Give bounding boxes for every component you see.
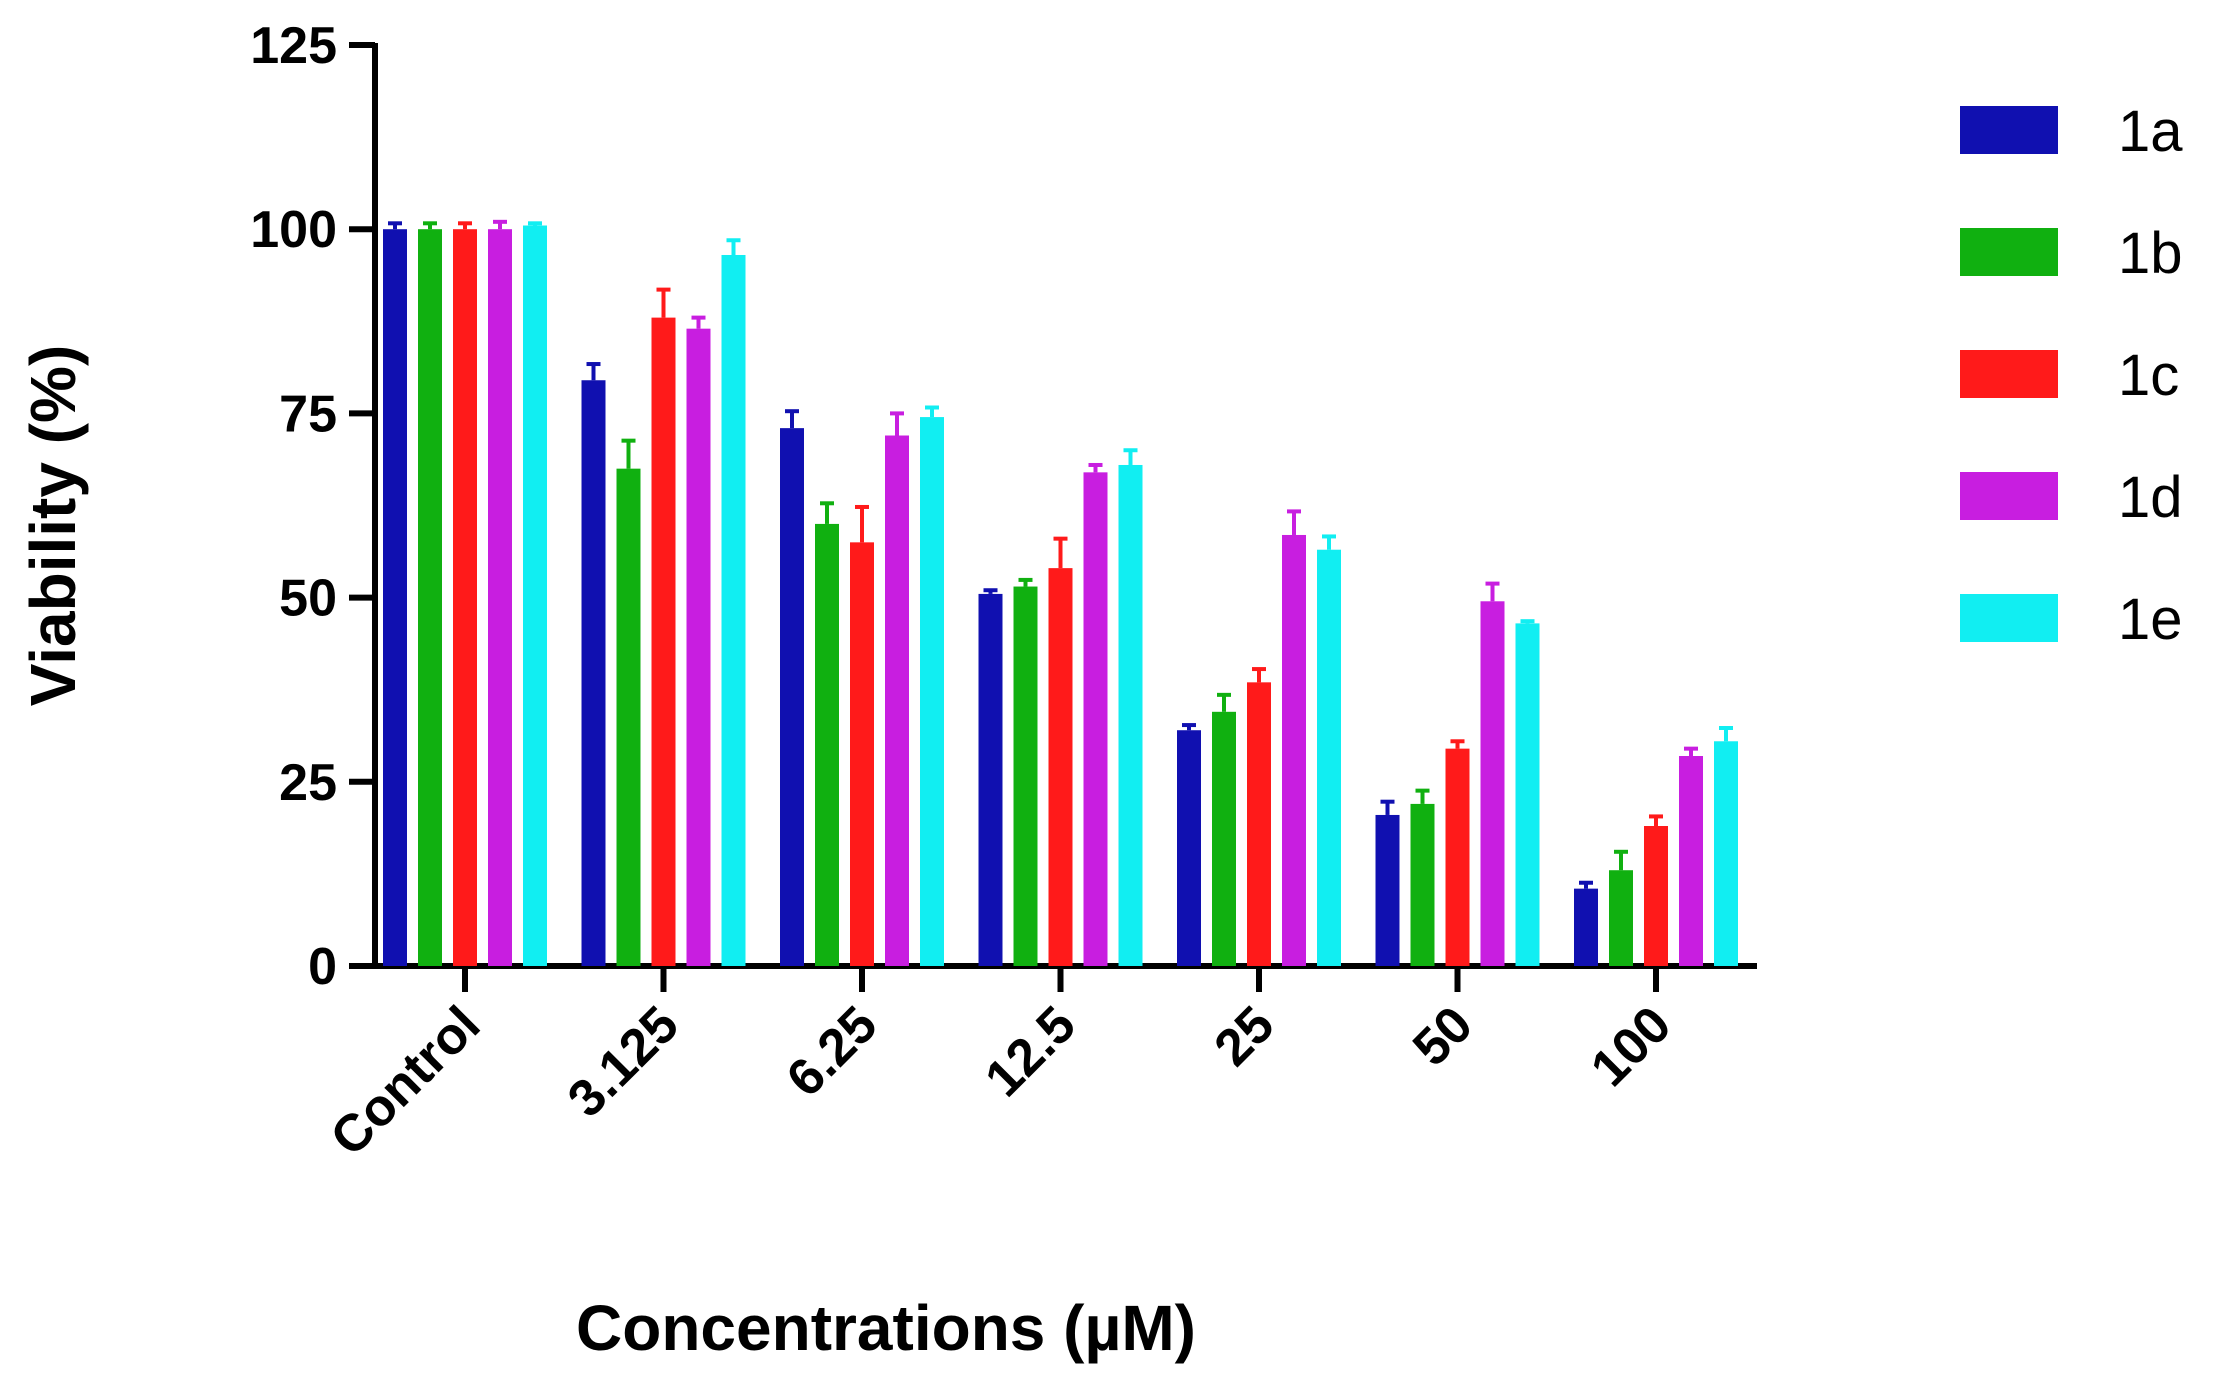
- y-axis-title: Viability (%): [17, 345, 89, 707]
- legend: 1a 1b 1c 1d 1e: [1960, 99, 2183, 652]
- legend-swatch: [1960, 228, 2058, 276]
- bar: [651, 317, 676, 967]
- legend-swatch: [1960, 106, 2058, 154]
- bar: [850, 542, 874, 966]
- legend-label: 1c: [2118, 343, 2179, 408]
- bars: [383, 219, 1738, 967]
- legend-label: 1d: [2118, 465, 2183, 530]
- bar: [1048, 568, 1073, 966]
- bar: [581, 380, 606, 966]
- legend-swatch: [1960, 594, 2058, 642]
- bar: [1410, 803, 1435, 966]
- bar: [383, 229, 407, 966]
- bar: [1375, 814, 1400, 966]
- bar: [1118, 464, 1143, 966]
- x-tick-label: 50: [1402, 995, 1484, 1077]
- x-tick-label: 25: [1204, 995, 1286, 1077]
- bar: [1282, 534, 1306, 966]
- x-tick-label: 3.125: [557, 995, 690, 1128]
- x-tick-label: 6.25: [776, 995, 889, 1108]
- bar: [616, 468, 641, 966]
- bar: [1679, 756, 1703, 966]
- y-axis: 0 25 50 75 100 125: [250, 17, 378, 996]
- bar: [686, 328, 711, 967]
- bar: [920, 417, 944, 967]
- y-tick-label: 125: [250, 17, 337, 75]
- bar: [1574, 888, 1598, 966]
- legend-swatch: [1960, 350, 2058, 398]
- bar: [1013, 586, 1038, 966]
- bar: [1714, 741, 1738, 966]
- bar: [885, 435, 909, 966]
- x-tick-label: 100: [1580, 995, 1682, 1097]
- bar: [1177, 730, 1201, 966]
- bar: [523, 225, 547, 967]
- bar: [978, 593, 1003, 966]
- bar: [1480, 601, 1505, 966]
- bar: [1515, 623, 1540, 966]
- x-axis: Control 3.125 6.25 12.5 25 50 100: [320, 963, 1757, 1167]
- y-tick-label: 0: [308, 938, 337, 996]
- bar: [1317, 549, 1341, 966]
- x-axis-title: Concentrations (µM): [576, 1292, 1196, 1364]
- bar: [1212, 711, 1236, 966]
- bar: [418, 229, 442, 966]
- y-tick-label: 50: [279, 570, 337, 628]
- legend-label: 1b: [2118, 221, 2183, 286]
- y-tick-label: 25: [279, 754, 337, 812]
- bar: [1609, 870, 1633, 966]
- bar: [453, 229, 477, 966]
- bar: [815, 523, 839, 966]
- bar: [1247, 682, 1271, 966]
- bar: [1083, 472, 1108, 966]
- x-tick-label: Control: [320, 995, 492, 1167]
- y-tick-label: 75: [279, 385, 337, 443]
- bar: [721, 254, 746, 966]
- y-tick-label: 100: [250, 201, 337, 259]
- legend-label: 1e: [2118, 587, 2183, 652]
- x-tick-label: 12.5: [974, 995, 1087, 1108]
- bar: [780, 428, 804, 966]
- legend-label: 1a: [2118, 99, 2183, 164]
- bar: [1644, 826, 1668, 966]
- legend-swatch: [1960, 472, 2058, 520]
- bar: [1445, 748, 1470, 966]
- bar: [488, 229, 512, 966]
